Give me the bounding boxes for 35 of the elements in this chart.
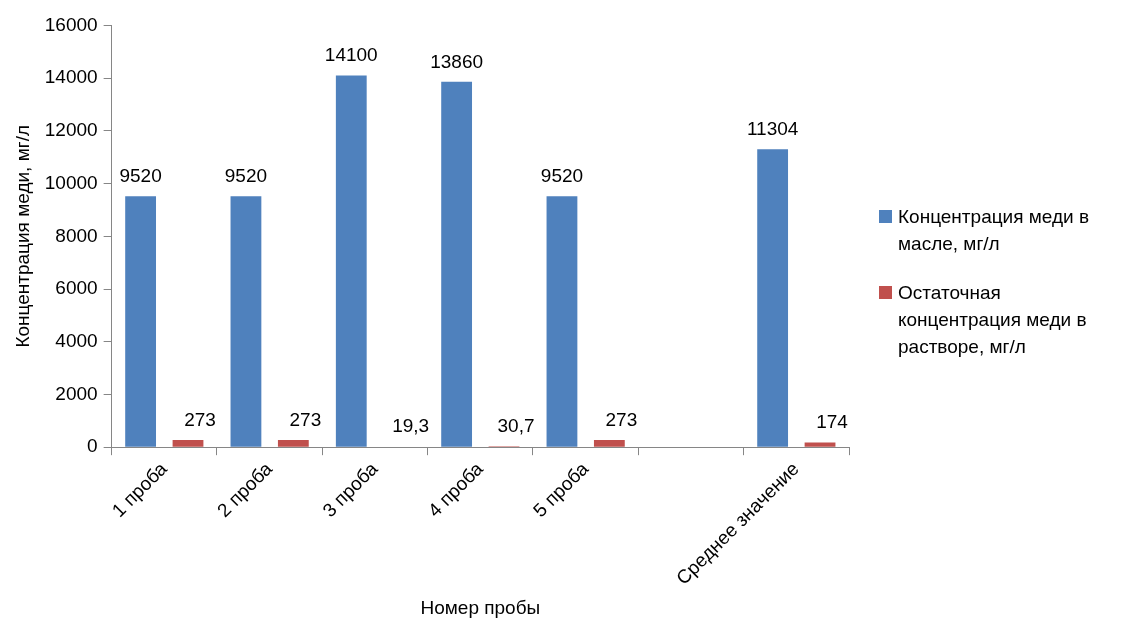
data-label: 9520 bbox=[540, 164, 584, 186]
y-tick-label: 8000 bbox=[55, 224, 98, 246]
data-label: 174 bbox=[816, 411, 849, 433]
y-tick-label: 4000 bbox=[55, 329, 98, 351]
data-label: 14100 bbox=[324, 44, 378, 66]
data-label: 11304 bbox=[746, 117, 799, 139]
y-tick-label: 6000 bbox=[55, 277, 98, 299]
legend-label: Концентрация меди в масле, мг/л bbox=[898, 205, 1091, 256]
bar bbox=[172, 439, 204, 447]
data-label: 273 bbox=[289, 408, 322, 430]
y-tick-label: 16000 bbox=[44, 13, 98, 35]
bar bbox=[277, 439, 309, 447]
bar bbox=[335, 75, 367, 447]
bar bbox=[593, 439, 625, 447]
data-label: 273 bbox=[605, 408, 638, 430]
data-label: 9520 bbox=[119, 164, 162, 186]
bar bbox=[441, 81, 473, 447]
bar bbox=[125, 196, 157, 447]
y-tick-label: 14000 bbox=[44, 66, 98, 88]
y-tick-label: 0 bbox=[87, 435, 98, 457]
y-tick-label: 12000 bbox=[44, 119, 98, 141]
bar bbox=[804, 442, 836, 447]
data-label: 9520 bbox=[224, 164, 268, 186]
bar bbox=[546, 196, 578, 447]
y-tick-label: 2000 bbox=[55, 382, 98, 404]
bar bbox=[230, 196, 262, 447]
data-label: 30,7 bbox=[497, 415, 535, 437]
data-label: 273 bbox=[184, 408, 216, 430]
legend-label: Остаточная концентрация меди в растворе, мг/л bbox=[898, 281, 1088, 359]
data-label: 13860 bbox=[430, 50, 484, 72]
y-tick-label: 10000 bbox=[44, 171, 98, 193]
bar bbox=[757, 149, 789, 447]
y-axis-title: Концентрация меди, мг/л bbox=[11, 124, 33, 348]
data-label: 19,3 bbox=[392, 415, 430, 437]
x-axis-title: Номер пробы bbox=[420, 596, 541, 618]
